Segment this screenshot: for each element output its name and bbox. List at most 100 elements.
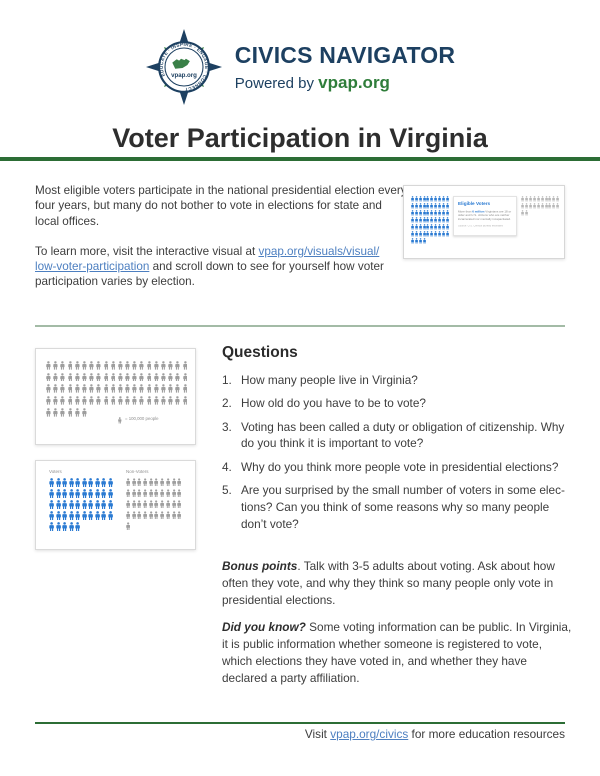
intro-paragraph-2: To learn more, visit the interactive vis… <box>35 244 397 290</box>
person-icon <box>88 489 93 498</box>
section-divider <box>35 325 565 327</box>
person-icon <box>75 511 80 520</box>
person-icon <box>46 408 51 417</box>
person-icon <box>82 500 87 509</box>
person-icon <box>147 396 152 405</box>
intro-section: Most eligible voters participate in the … <box>35 183 407 305</box>
person-icon <box>104 384 109 393</box>
person-icon <box>104 361 109 370</box>
person-icon <box>172 500 176 508</box>
person-icon <box>537 203 540 209</box>
person-icon <box>139 373 144 382</box>
powered-by: Powered by vpap.org <box>235 73 455 93</box>
person-icon <box>132 478 136 486</box>
question-text: How many people live in Virginia? <box>241 373 418 387</box>
person-icon <box>126 489 130 497</box>
person-icon <box>69 500 74 509</box>
person-icon <box>69 522 74 531</box>
person-icon <box>183 373 188 382</box>
person-icon <box>56 522 61 531</box>
person-icon <box>521 210 524 216</box>
question-item: 2. How old do you have to be to vote? <box>222 395 574 412</box>
bonus-points-note: Bonus points. Talk with 3-5 adults about… <box>222 558 572 609</box>
person-icon <box>552 196 555 202</box>
interactive-visual-link-line1: vpap.org/visuals/visual/ <box>258 244 380 258</box>
person-icon <box>143 500 147 508</box>
person-icon <box>46 384 51 393</box>
person-icon <box>175 384 180 393</box>
person-icon <box>177 478 181 486</box>
person-icon <box>132 361 137 370</box>
person-icon <box>82 478 87 487</box>
person-icon <box>548 196 551 202</box>
person-icon <box>111 396 116 405</box>
person-icon <box>75 489 80 498</box>
person-icon <box>95 478 100 487</box>
person-icon <box>69 489 74 498</box>
person-icon <box>49 478 54 487</box>
person-icon <box>415 217 418 223</box>
person-icon <box>137 511 141 519</box>
did-you-know-note: Did you know? Some voting information ca… <box>222 619 572 687</box>
person-icon <box>419 196 422 202</box>
person-icon <box>88 511 93 520</box>
person-icon <box>82 373 87 382</box>
person-icon <box>56 500 61 509</box>
did-you-know-text: Some voting information can be public. I… <box>222 620 572 685</box>
brand-title: CIVICS NAVIGATOR <box>234 41 456 68</box>
person-icon <box>82 361 87 370</box>
person-icon <box>60 384 65 393</box>
logo-center-label: vpap.org <box>171 72 197 79</box>
person-icon <box>95 489 100 498</box>
person-icon <box>172 478 176 486</box>
person-icon <box>411 238 414 244</box>
question-text: How old do you have to be to vote? <box>241 396 426 411</box>
questions-heading: Questions <box>222 344 298 361</box>
person-icon <box>438 217 441 223</box>
person-icon <box>49 522 54 531</box>
person-icon <box>529 203 532 209</box>
person-icon <box>423 196 426 202</box>
person-icon <box>177 489 181 497</box>
person-icon <box>68 396 73 405</box>
pictograph-legend: = 100,000 people <box>118 416 194 424</box>
person-icon <box>49 511 54 520</box>
preview-card-footnote: Source: U.S. Census Bureau estimates <box>458 225 504 228</box>
civics-link[interactable]: vpap.org/civics <box>330 727 409 741</box>
person-icon <box>60 408 65 417</box>
person-icon <box>442 210 445 216</box>
person-icon <box>53 361 58 370</box>
person-icon <box>139 396 144 405</box>
person-icon <box>149 511 153 519</box>
person-icon <box>177 500 181 508</box>
nonvoters-group: Non-Voters <box>126 469 183 533</box>
person-icon <box>62 478 67 487</box>
person-icon <box>446 203 449 209</box>
person-icon <box>82 489 87 498</box>
person-icon <box>166 489 170 497</box>
voters-nonvoters-thumbnail: Voters Non-Voters <box>35 460 196 550</box>
person-icon <box>411 224 414 230</box>
preview-blue-pictograph <box>411 196 449 245</box>
person-icon <box>541 203 544 209</box>
vpap-logo: EDUCATE · INSPIRE · ENGAGE · CONNECT vpa… <box>145 26 223 108</box>
person-icon <box>96 361 101 370</box>
person-icon <box>415 196 418 202</box>
person-icon <box>82 396 87 405</box>
person-icon <box>125 384 130 393</box>
person-icon <box>125 361 130 370</box>
person-icon <box>139 361 144 370</box>
person-icon <box>430 224 433 230</box>
person-icon <box>411 231 414 237</box>
person-icon <box>56 489 61 498</box>
person-icon <box>419 203 422 209</box>
person-icon <box>118 417 122 424</box>
interactive-visual-link[interactable]: vpap.org/visuals/visual/low-voter-partic… <box>35 245 379 273</box>
person-icon <box>132 489 136 497</box>
question-text: Why do you think more people vote in pre… <box>241 459 559 474</box>
person-icon <box>548 203 551 209</box>
person-icon <box>430 217 433 223</box>
person-icon <box>183 361 188 370</box>
person-icon <box>446 217 449 223</box>
person-icon <box>175 373 180 382</box>
